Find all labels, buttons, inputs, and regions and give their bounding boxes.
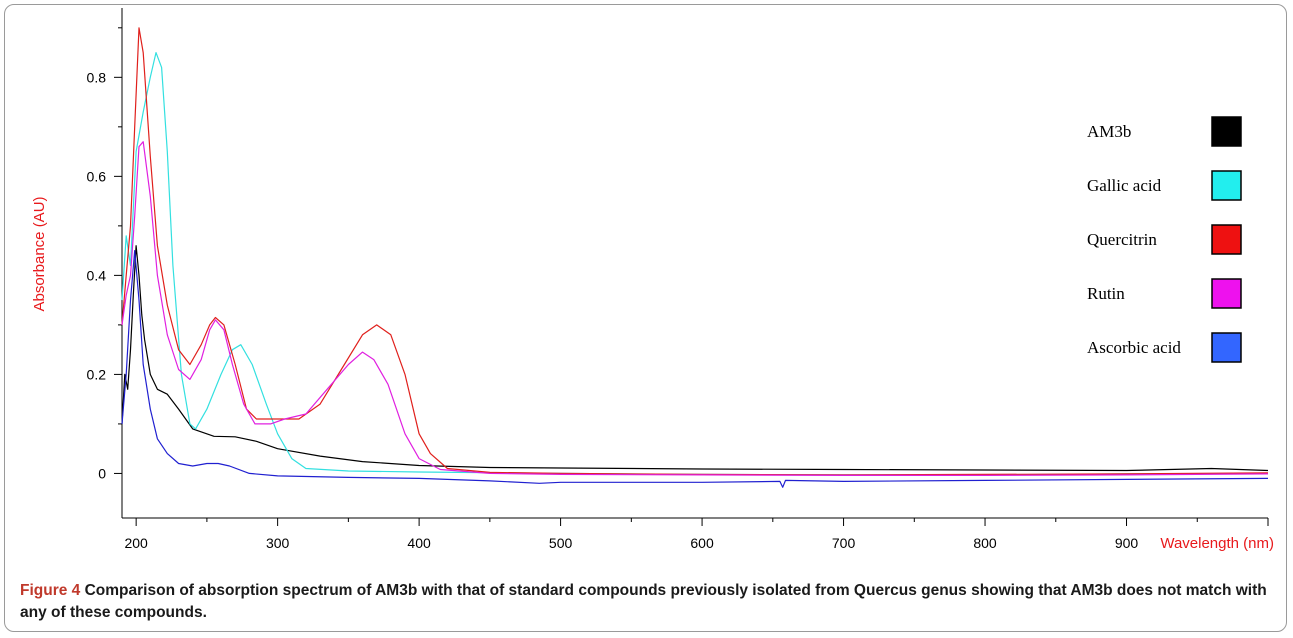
legend-label-rutin: Rutin: [1087, 284, 1125, 303]
legend-label-quercitrin: Quercitrin: [1087, 230, 1157, 249]
x-tick-label: 700: [832, 535, 856, 551]
absorbance-chart: 0 0.2 0.4 0.6 0.8 200 300 400 500 600 700 800 900 AM…: [31, 8, 1274, 552]
y-tick-label: 0.6: [87, 168, 107, 184]
chart-series-lines: [121, 27, 1269, 488]
series-line-gallic-acid: [121, 52, 1269, 476]
y-tick-label: 0.8: [87, 69, 107, 85]
figure-label: Figure 4: [20, 582, 81, 599]
y-axis-title: Absorbance (AU): [31, 196, 48, 311]
y-tick-label: 0.2: [87, 366, 107, 382]
chart-legend: AM3b Gallic acid Quercitrin Rutin Ascorbic a…: [1087, 116, 1242, 363]
legend-swatch-am3b: [1211, 116, 1242, 147]
x-tick-label: 400: [407, 535, 431, 551]
legend-label-am3b: AM3b: [1087, 122, 1131, 141]
legend-swatch-quercitrin: [1211, 224, 1242, 255]
figure-caption: Figure 4 Comparison of absorption spectr…: [20, 580, 1270, 624]
legend-label-ascorbic-acid: Ascorbic acid: [1087, 338, 1181, 357]
series-line-ascorbic-acid: [121, 250, 1269, 488]
x-tick-label: 200: [124, 535, 148, 551]
x-tick-label: 300: [266, 535, 290, 551]
legend-swatch-rutin: [1211, 278, 1242, 309]
series-line-quercitrin: [121, 27, 1269, 476]
y-tick-label: 0.4: [87, 267, 107, 283]
x-tick-label: 600: [690, 535, 714, 551]
series-line-rutin: [121, 141, 1269, 476]
legend-label-gallic-acid: Gallic acid: [1087, 176, 1162, 195]
figure-caption-text: Comparison of absorption spectrum of AM3…: [20, 582, 1267, 621]
x-tick-label: 800: [973, 535, 997, 551]
x-axis-title: Wavelength (nm): [1160, 535, 1274, 552]
legend-swatch-gallic-acid: [1211, 170, 1242, 201]
x-tick-label: 900: [1115, 535, 1139, 551]
chart-axes: 0 0.2 0.4 0.6 0.8 200 300 400 500 600 700 800 900: [87, 8, 1269, 551]
figure-frame: [4, 4, 1287, 632]
series-line-am3b: [121, 245, 1269, 472]
y-tick-label: 0: [98, 465, 106, 481]
legend-swatch-ascorbic-acid: [1211, 332, 1242, 363]
x-tick-label: 500: [549, 535, 573, 551]
